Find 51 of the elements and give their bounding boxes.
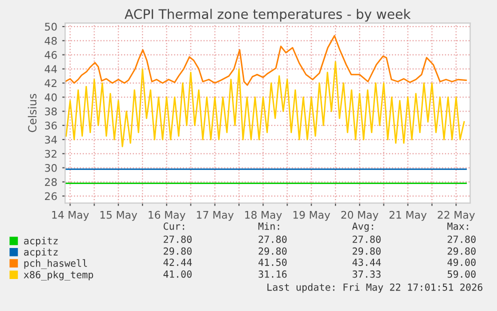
x-tick-label: 20 May [341, 210, 378, 221]
x-tick-label: 17 May [196, 211, 234, 221]
text: Last update: Fri May 22 17:01:51 2026 [267, 283, 482, 293]
text: Avg: [352, 222, 374, 232]
line-series [65, 35, 467, 86]
y-tick-label: 38 [45, 108, 57, 116]
x-tick-label: 14 May [52, 211, 89, 221]
text: 41.50 [258, 258, 287, 266]
x-tick-label: 18 May [245, 210, 282, 221]
y-tick-label: 46 [44, 51, 57, 59]
text: 27.80 [164, 236, 192, 243]
y-tick-label: 34 [45, 136, 57, 144]
text: 43.44 [352, 258, 381, 266]
text: 29.80 [448, 247, 476, 255]
legend-label: acpitz [24, 236, 58, 246]
text: Cur: [164, 222, 184, 230]
legend-label: pch_haswell [24, 259, 87, 270]
text: 37.33 [352, 270, 381, 278]
x-tick-label: 16 May [148, 210, 186, 221]
chart-title: ACPI Thermal zone temperatures - by week [124, 8, 411, 22]
line-series [65, 61, 465, 148]
y-tick-label: 50 [45, 22, 57, 31]
text: 27.80 [352, 236, 381, 243]
y-axis-title: Celsius [28, 94, 37, 132]
legend-label: x86_pkg_temp [24, 270, 94, 280]
x-tick-label: 19 May [293, 210, 330, 221]
x-tick-label: 15 May [100, 211, 138, 221]
y-tick-label: 32 [45, 150, 56, 158]
text: Min: [258, 222, 280, 230]
y-tick-label: 40 [44, 93, 57, 102]
y-tick-label: 48 [44, 36, 57, 45]
y-tick-label: 42 [44, 79, 56, 87]
text: 49.00 [447, 258, 476, 266]
text: 29.80 [258, 247, 287, 255]
x-tick-label: 22 May [438, 210, 475, 221]
text: 27.80 [448, 236, 476, 243]
text: 42.44 [163, 258, 192, 266]
text: 59.00 [448, 270, 476, 278]
text: 41.00 [163, 270, 192, 278]
x-tick-label: 21 May [390, 210, 427, 221]
text: Max: [447, 222, 468, 230]
y-tick-label: 26 [44, 192, 57, 200]
y-tick-label: 30 [45, 164, 57, 172]
text: 27.80 [258, 236, 287, 243]
text: 29.80 [352, 247, 381, 255]
legend-label: acpitz [24, 248, 58, 258]
y-tick-label: 28 [44, 178, 57, 186]
text: 31.16 [258, 270, 287, 278]
y-tick-label: 44 [44, 65, 57, 73]
y-tick-label: 36 [45, 122, 57, 130]
text: 29.80 [164, 247, 192, 255]
